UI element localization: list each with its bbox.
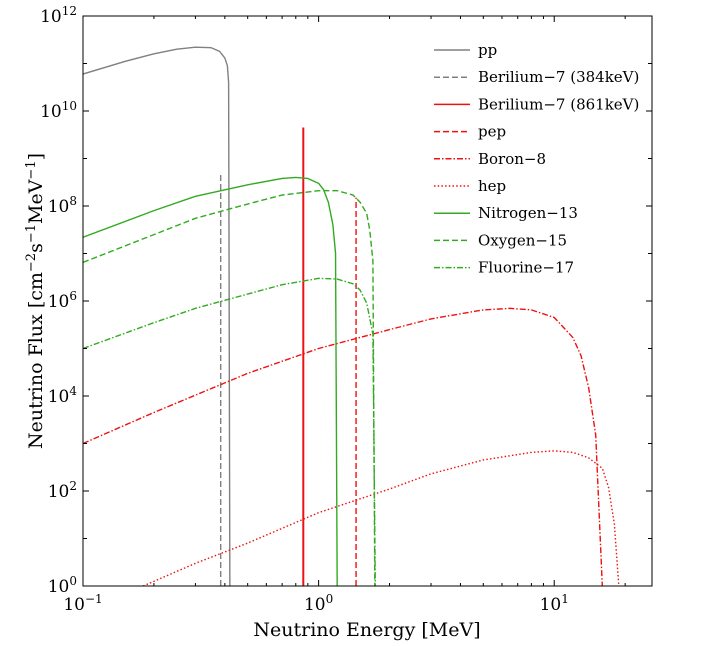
y-axis-label-exp2: −1 [24, 224, 39, 243]
legend-label: pep [478, 123, 506, 141]
legend-label: Fluorine−17 [478, 259, 574, 277]
legend-item-fluorine-17: Fluorine−17 [434, 259, 574, 277]
legend-item-pp: pp [434, 41, 497, 59]
y-axis-label-exp1: −2 [24, 253, 39, 272]
x-axis-label: Neutrino Energy [MeV] [253, 619, 480, 641]
series-line-hep [142, 450, 620, 586]
y-tick-label: 106 [48, 289, 77, 312]
legend-item-berilium-7-384kev: Berilium−7 (384keV) [434, 68, 639, 86]
legend-label: Berilium−7 (384keV) [478, 68, 639, 86]
y-axis-label-exp3: −1 [24, 160, 39, 179]
series-line-boron-8 [83, 307, 604, 586]
series-line-oxygen-15 [83, 189, 376, 586]
ticks-layer [82, 15, 652, 587]
legend-label: Boron−8 [478, 150, 546, 168]
legend-item-hep: hep [434, 177, 506, 195]
y-axis-label-mid1: s [25, 243, 47, 253]
y-tick-label: 104 [48, 384, 78, 407]
y-tick-label: 1012 [40, 4, 77, 27]
legend-item-nitrogen-13: Nitrogen−13 [434, 204, 578, 222]
y-tick-label: 100 [48, 574, 77, 597]
legend-item-oxygen-15: Oxygen−15 [434, 231, 567, 249]
legend-label: hep [478, 177, 506, 195]
legend-item-boron-8: Boron−8 [434, 150, 546, 168]
legend-item-berilium-7-861kev: Berilium−7 (861keV) [434, 95, 639, 113]
legend-label: Oxygen−15 [478, 231, 567, 249]
series-line-nitrogen-13 [83, 176, 338, 586]
x-tick-label: 10−1 [63, 592, 102, 615]
y-tick-label: 102 [48, 479, 77, 502]
x-tick-label: 101 [540, 592, 569, 615]
legend-label: Berilium−7 (861keV) [478, 95, 639, 113]
y-axis-label-mid2: MeV [25, 179, 47, 224]
y-tick-label: 108 [48, 194, 77, 217]
legend-label: Nitrogen−13 [478, 204, 578, 222]
legend-item-pep: pep [434, 123, 506, 141]
y-axis-label-suffix: ] [25, 153, 47, 160]
series-line-fluorine-17 [83, 277, 376, 586]
y-axis-label: Neutrino Flux [cm−2s−1MeV−1] [24, 153, 48, 449]
series-layer [83, 46, 620, 586]
y-axis-label-prefix: Neutrino Flux [cm [25, 272, 47, 449]
legend: pp Berilium−7 (384keV) Berilium−7 (861keV)… [434, 41, 639, 277]
x-tick-label: 100 [304, 592, 333, 615]
legend-label: pp [478, 41, 497, 59]
y-tick-label: 1010 [40, 99, 77, 122]
series-line-pp [83, 46, 231, 586]
